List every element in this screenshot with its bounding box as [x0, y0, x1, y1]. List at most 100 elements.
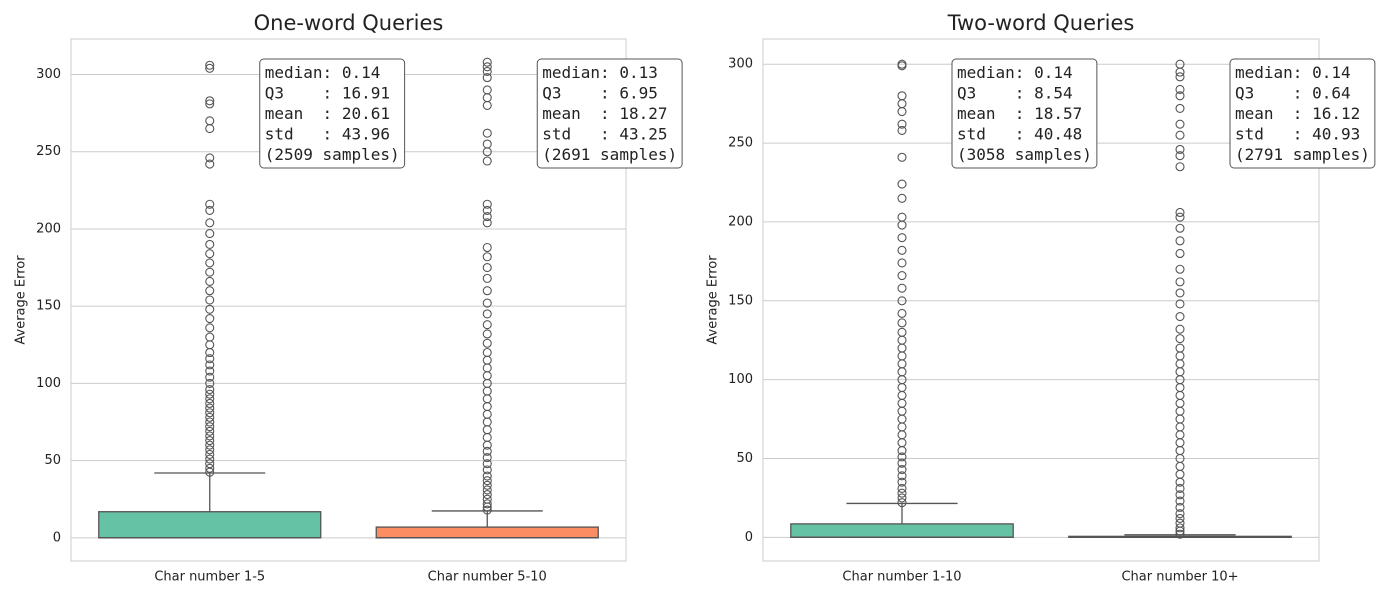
flier: [205, 99, 215, 109]
flier: [205, 445, 215, 455]
flier: [897, 327, 907, 337]
annotation-line: mean : 16.12: [1235, 104, 1360, 123]
flier: [1175, 103, 1185, 113]
flier: [482, 156, 492, 166]
flier: [1175, 324, 1185, 334]
annotation-line: Q3 : 16.91: [265, 84, 390, 103]
chart-title: Two-word Queries: [947, 11, 1135, 35]
annotation-box: [259, 58, 406, 169]
y-tick-label: 250: [36, 144, 61, 159]
annotation-line: Q3 : 8.54: [957, 84, 1073, 103]
flier: [205, 449, 215, 459]
flier: [482, 425, 492, 435]
flier: [1175, 367, 1185, 377]
y-tick-label: 300: [36, 67, 61, 82]
flier: [205, 459, 215, 469]
flier: [205, 116, 215, 126]
flier: [482, 452, 492, 463]
flier: [1175, 236, 1185, 246]
flier: [1175, 513, 1185, 523]
flier: [482, 286, 492, 296]
flier: [897, 179, 907, 189]
flier: [1175, 382, 1185, 393]
flier: [1175, 406, 1185, 416]
flier: [897, 452, 907, 462]
flier: [897, 212, 907, 222]
annotation-line: Q3 : 6.95: [542, 84, 658, 103]
flier: [897, 271, 907, 281]
flier: [1175, 438, 1185, 448]
flier: [482, 459, 492, 469]
y-tick-label: 250: [728, 136, 753, 151]
flier: [205, 124, 215, 134]
flier: [897, 406, 907, 416]
x-tick-label: Char number 5-10: [428, 570, 547, 585]
flier: [897, 367, 907, 377]
flier: [482, 298, 492, 308]
flier: [482, 85, 492, 95]
flier: [205, 276, 215, 287]
flier: [205, 332, 215, 342]
flier: [1175, 496, 1185, 506]
flier: [205, 258, 215, 268]
flier: [1175, 91, 1185, 101]
flier: [897, 335, 907, 345]
x-tick-label: Char number 1-10: [842, 570, 961, 585]
flier: [205, 426, 215, 436]
flier: [482, 252, 492, 262]
flier: [482, 62, 492, 72]
annotation-line: std : 40.48: [957, 125, 1082, 144]
flier: [205, 304, 215, 314]
flier: [1175, 483, 1185, 494]
flier: [482, 139, 492, 149]
flier: [482, 128, 492, 138]
flier: [897, 398, 907, 408]
flier: [205, 340, 215, 350]
flier: [1175, 288, 1185, 298]
flier: [482, 446, 492, 456]
flier: [482, 100, 492, 110]
annotation-line: std : 43.25: [542, 125, 667, 144]
flier: [482, 402, 492, 412]
flier: [205, 347, 215, 358]
flier: [1175, 529, 1185, 539]
flier: [1175, 223, 1185, 233]
y-tick-label: 0: [745, 530, 753, 545]
flier: [482, 465, 492, 475]
flier: [482, 66, 492, 76]
flier: [897, 382, 907, 393]
flier: [482, 212, 492, 222]
flier: [482, 394, 492, 404]
flier: [205, 435, 215, 446]
flier: [1175, 144, 1185, 154]
flier: [897, 458, 907, 468]
flier: [1175, 523, 1185, 533]
flier: [897, 245, 907, 255]
annotation-box: [951, 58, 1098, 169]
annotation-line: median: 0.14: [265, 63, 381, 82]
flier: [897, 471, 907, 481]
y-tick-label: 0: [53, 530, 61, 545]
flier: [897, 343, 907, 353]
flier: [1175, 59, 1185, 69]
flier: [1175, 277, 1185, 287]
flier: [205, 267, 215, 277]
flier: [1175, 518, 1185, 528]
flier: [205, 431, 215, 441]
flier: [205, 60, 215, 70]
y-tick-label: 50: [736, 451, 753, 466]
flier: [897, 464, 907, 475]
y-tick-label: 50: [44, 453, 61, 468]
flier: [897, 233, 907, 243]
flier: [1175, 248, 1185, 259]
flier: [897, 193, 907, 203]
flier: [1175, 212, 1185, 222]
flier: [897, 106, 907, 117]
flier: [205, 199, 215, 209]
flier: [205, 385, 215, 395]
flier: [482, 347, 492, 358]
annotation-line: median: 0.14: [957, 63, 1073, 82]
flier: [482, 57, 492, 67]
